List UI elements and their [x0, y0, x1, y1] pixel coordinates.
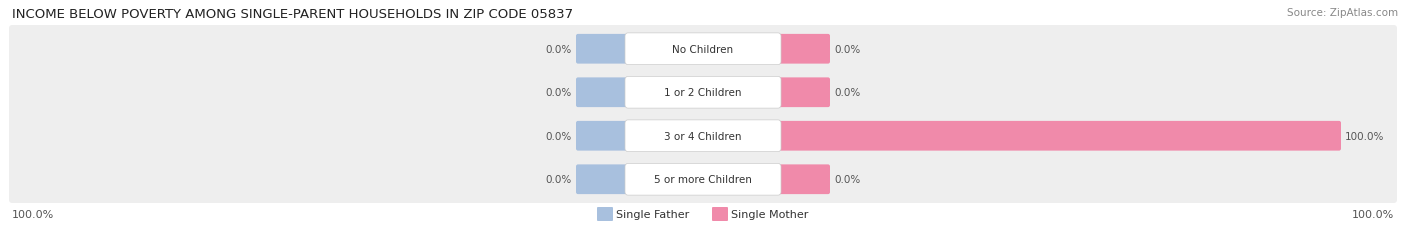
FancyBboxPatch shape [711, 207, 728, 221]
FancyBboxPatch shape [598, 207, 613, 221]
Text: 0.0%: 0.0% [546, 88, 572, 98]
FancyBboxPatch shape [776, 121, 1341, 151]
FancyBboxPatch shape [8, 112, 1398, 160]
FancyBboxPatch shape [776, 165, 830, 194]
FancyBboxPatch shape [8, 156, 1398, 203]
Text: Single Mother: Single Mother [731, 209, 808, 219]
Text: 0.0%: 0.0% [834, 174, 860, 184]
FancyBboxPatch shape [776, 78, 830, 108]
Text: 3 or 4 Children: 3 or 4 Children [664, 131, 742, 141]
FancyBboxPatch shape [576, 165, 630, 194]
Text: 1 or 2 Children: 1 or 2 Children [664, 88, 742, 98]
Text: No Children: No Children [672, 45, 734, 55]
Text: Single Father: Single Father [616, 209, 689, 219]
FancyBboxPatch shape [626, 34, 780, 65]
Text: 0.0%: 0.0% [546, 45, 572, 55]
FancyBboxPatch shape [8, 69, 1398, 116]
FancyBboxPatch shape [576, 78, 630, 108]
FancyBboxPatch shape [576, 121, 630, 151]
Text: INCOME BELOW POVERTY AMONG SINGLE-PARENT HOUSEHOLDS IN ZIP CODE 05837: INCOME BELOW POVERTY AMONG SINGLE-PARENT… [13, 8, 574, 21]
FancyBboxPatch shape [626, 164, 780, 195]
Text: 0.0%: 0.0% [834, 45, 860, 55]
FancyBboxPatch shape [626, 120, 780, 152]
FancyBboxPatch shape [8, 26, 1398, 73]
Text: 5 or more Children: 5 or more Children [654, 174, 752, 184]
FancyBboxPatch shape [576, 35, 630, 64]
Text: 100.0%: 100.0% [1351, 209, 1393, 219]
FancyBboxPatch shape [776, 35, 830, 64]
Text: 100.0%: 100.0% [1346, 131, 1385, 141]
FancyBboxPatch shape [626, 77, 780, 109]
Text: 100.0%: 100.0% [13, 209, 55, 219]
Text: 0.0%: 0.0% [834, 88, 860, 98]
Text: Source: ZipAtlas.com: Source: ZipAtlas.com [1286, 8, 1398, 18]
Text: 0.0%: 0.0% [546, 174, 572, 184]
Text: 0.0%: 0.0% [546, 131, 572, 141]
